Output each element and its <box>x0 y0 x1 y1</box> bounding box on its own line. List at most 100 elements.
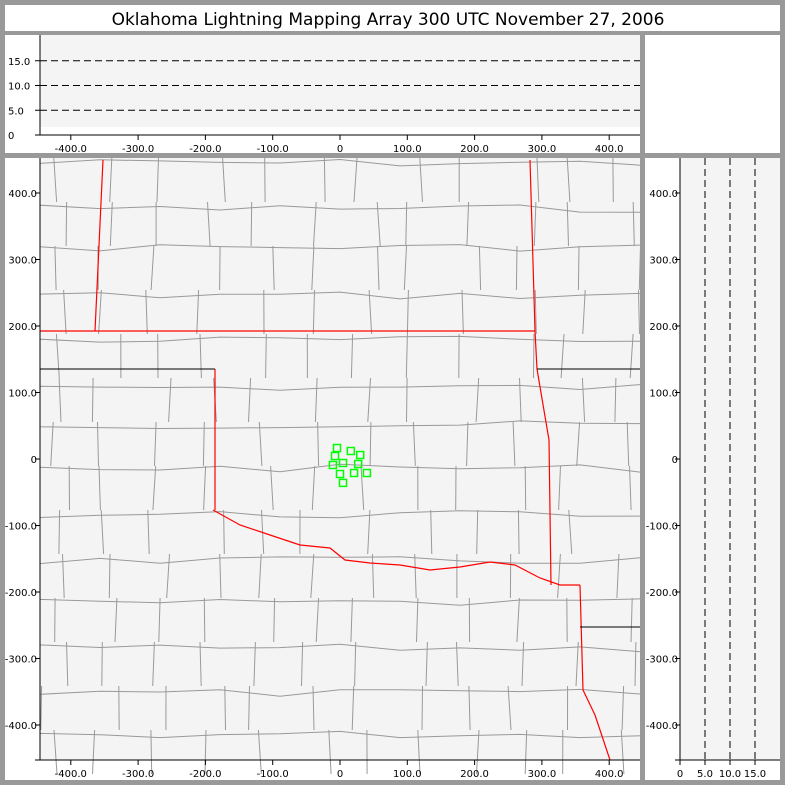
county-line <box>196 289 200 335</box>
county-line <box>466 201 470 247</box>
source-point <box>349 468 359 478</box>
y-tick-label: 400.0 <box>8 189 37 200</box>
county-line <box>533 201 537 247</box>
x-tick-label: 200.0 <box>460 769 489 780</box>
x-tick-label: 300.0 <box>528 144 557 155</box>
county-line <box>101 641 103 687</box>
county-line <box>250 201 253 247</box>
county-line <box>360 465 365 511</box>
source-points <box>328 443 372 488</box>
county-line <box>50 421 54 467</box>
county-line <box>65 201 68 247</box>
county-line <box>367 377 371 423</box>
county-line <box>223 509 225 555</box>
county-line <box>39 730 641 739</box>
county-line <box>638 289 640 335</box>
source-point <box>328 460 338 470</box>
county-line <box>403 245 407 291</box>
x-tick-label: 200.0 <box>460 144 489 155</box>
x-tick-label: -200.0 <box>189 144 221 155</box>
x-tick-label: 100.0 <box>393 144 422 155</box>
county-line <box>558 465 561 511</box>
county-line <box>40 685 43 731</box>
county-line <box>634 641 637 687</box>
y-tick-label: -300.0 <box>646 655 678 666</box>
county-line <box>475 377 480 423</box>
county-line <box>53 157 58 203</box>
county-line <box>516 597 520 643</box>
county-line <box>626 421 630 467</box>
y-tick-label: 200.0 <box>649 322 678 333</box>
county-line <box>166 553 170 599</box>
county-line <box>39 335 641 343</box>
county-line <box>248 377 252 423</box>
y-tick-label: -400.0 <box>646 721 678 732</box>
county-line <box>353 157 358 203</box>
county-line <box>154 421 157 467</box>
source-point <box>338 478 348 488</box>
source-point <box>335 469 345 479</box>
county-line <box>109 157 113 203</box>
county-line <box>315 597 320 643</box>
county-line <box>317 421 320 467</box>
y-tick-label: 200.0 <box>8 322 37 333</box>
county-line <box>576 421 581 467</box>
state-border <box>212 509 580 586</box>
county-line <box>575 641 579 687</box>
y-tick-label: 0 <box>672 455 678 466</box>
county-line <box>265 333 267 379</box>
county-line <box>371 553 375 599</box>
county-line <box>312 289 315 335</box>
county-line <box>39 244 641 252</box>
county-line <box>376 201 381 247</box>
county-line <box>476 509 479 555</box>
county-line <box>39 204 641 213</box>
y-tick-label: -400.0 <box>5 721 37 732</box>
county-line <box>224 685 226 731</box>
title-bar <box>5 5 780 31</box>
county-line <box>412 421 416 467</box>
county-line <box>91 377 94 423</box>
county-line <box>417 729 421 775</box>
state-border <box>579 584 611 761</box>
county-line <box>98 465 101 511</box>
x-tick-label: 400.0 <box>595 769 624 780</box>
county-line <box>54 245 57 291</box>
county-line <box>311 245 315 291</box>
top-plot-area <box>40 35 640 127</box>
state-border <box>94 159 104 332</box>
county-line <box>476 729 480 775</box>
county-line <box>461 289 464 335</box>
county-line <box>377 245 380 291</box>
county-line <box>258 553 262 599</box>
county-line <box>350 597 353 643</box>
county-line <box>519 377 522 423</box>
state-boundaries <box>40 159 640 761</box>
source-point <box>332 443 342 453</box>
source-point <box>353 459 363 469</box>
y-tick-label: -100.0 <box>646 522 678 533</box>
county-line <box>640 509 644 555</box>
county-line <box>367 509 371 555</box>
axes: 05.010.015.0-400.0 -300.0 -200.0 -100.0 0 100… <box>5 35 780 780</box>
y-tick-label: 10.0 <box>8 82 30 93</box>
county-line <box>468 685 471 731</box>
county-line <box>98 289 102 335</box>
county-line <box>39 556 641 565</box>
x-tick-label: 0 <box>337 144 343 155</box>
county-line <box>204 729 207 775</box>
county-line <box>466 421 469 467</box>
county-line <box>524 465 527 511</box>
county-line <box>632 201 635 247</box>
county-line <box>257 729 262 775</box>
county-line <box>328 729 332 775</box>
county-line <box>147 509 150 555</box>
county-line <box>425 641 428 687</box>
county-line <box>311 465 316 511</box>
county-line <box>58 377 62 423</box>
county-line <box>406 377 408 423</box>
source-point <box>355 450 365 460</box>
county-line <box>272 245 275 291</box>
county-line <box>536 157 540 203</box>
